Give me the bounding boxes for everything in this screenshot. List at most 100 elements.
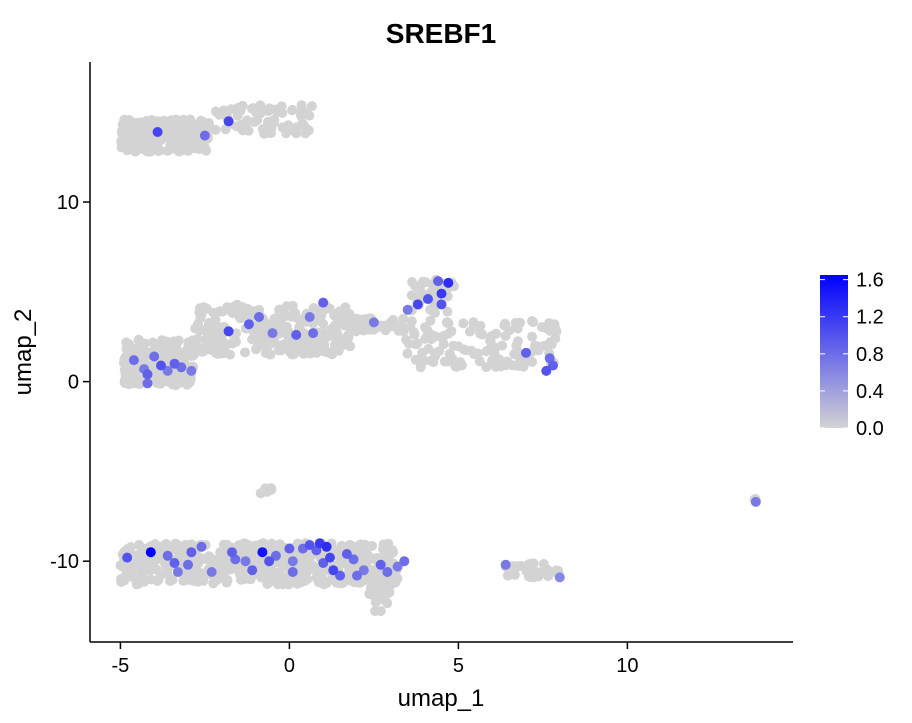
cell-point <box>142 369 153 380</box>
background-cell-point <box>277 562 288 573</box>
background-cell-point <box>473 348 484 359</box>
background-cell-point <box>186 351 197 361</box>
background-cell-point <box>365 582 376 593</box>
background-cell-point <box>504 325 515 336</box>
background-cell-point <box>513 361 524 371</box>
background-cell-point <box>406 316 417 327</box>
cell-point <box>223 116 234 127</box>
background-cell-point <box>513 336 523 347</box>
cell-point <box>318 558 329 568</box>
background-cell-point <box>354 545 365 556</box>
background-cell-point <box>256 572 267 583</box>
cell-point <box>436 299 447 310</box>
background-cell-point <box>154 145 165 156</box>
cell-point <box>186 547 197 558</box>
background-cell-point <box>256 557 267 568</box>
background-cell-point <box>180 125 191 136</box>
background-cell-point <box>206 324 217 335</box>
background-cell-point <box>262 485 273 496</box>
cell-point <box>358 565 369 576</box>
background-cell-point <box>420 277 431 288</box>
background-cell-point <box>446 326 457 337</box>
background-cell-point <box>319 338 329 349</box>
background-cell-point <box>509 569 520 580</box>
background-cell-point <box>330 323 341 334</box>
background-cell-point <box>276 101 287 112</box>
background-cell-point <box>456 360 467 371</box>
cell-point <box>284 543 295 554</box>
cell-point <box>287 567 298 577</box>
background-cell-point <box>139 144 150 155</box>
background-cell-point <box>329 339 340 350</box>
cell-point <box>122 552 133 563</box>
background-cell-point <box>192 333 203 344</box>
background-cell-point <box>306 101 317 112</box>
background-cell-point <box>247 334 258 345</box>
background-cell-point <box>231 328 242 339</box>
background-cell-point <box>195 325 206 336</box>
background-cell-point <box>119 575 130 586</box>
background-cell-point <box>133 577 144 588</box>
background-cell-point <box>264 336 275 347</box>
background-cell-point <box>231 336 241 347</box>
background-cell-point <box>519 561 530 572</box>
background-cell-point <box>511 561 522 572</box>
background-cell-point <box>475 328 486 339</box>
cell-point <box>145 547 156 558</box>
background-cell-point <box>133 334 144 345</box>
background-cell-point <box>302 574 313 584</box>
y-axis-label: umap_2 <box>10 309 37 396</box>
background-cell-point <box>538 559 549 569</box>
background-cell-point <box>178 575 189 586</box>
expressing-cells <box>122 116 761 583</box>
cell-point <box>287 556 298 567</box>
background-cell-point <box>318 327 328 338</box>
background-cell-point <box>162 145 173 156</box>
cell-point <box>196 541 207 552</box>
y-tick-label: 10 <box>57 192 79 214</box>
background-cell-point <box>406 290 417 301</box>
y-tick-label: -10 <box>50 551 79 573</box>
x-tick-label: -5 <box>112 655 130 677</box>
background-cell-point <box>458 344 469 355</box>
background-cell-point <box>410 354 421 365</box>
background-cells <box>115 100 761 617</box>
background-cell-point <box>277 122 288 133</box>
background-cell-point <box>278 579 288 590</box>
background-cell-point <box>210 314 221 325</box>
cell-point <box>500 559 511 570</box>
background-cell-point <box>120 139 131 150</box>
cell-point <box>162 365 173 376</box>
cell-point <box>186 365 197 376</box>
cell-point <box>142 378 153 389</box>
background-cell-point <box>277 327 288 338</box>
background-cell-point <box>220 575 231 586</box>
cell-point <box>169 558 180 568</box>
legend-tick-label: 1.6 <box>856 270 884 292</box>
cell-point <box>206 567 217 577</box>
background-cell-point <box>318 579 329 590</box>
cell-point <box>541 365 552 376</box>
cell-point <box>521 347 531 358</box>
background-cell-point <box>274 539 285 550</box>
background-cell-point <box>430 307 440 318</box>
background-cell-point <box>180 143 191 154</box>
background-cell-point <box>551 326 562 337</box>
cell-point <box>223 326 234 337</box>
background-cell-point <box>245 311 256 322</box>
background-cell-point <box>204 120 215 130</box>
cell-point <box>199 130 210 141</box>
background-cell-point <box>494 354 505 365</box>
legend-tick-label: 0.0 <box>856 418 884 440</box>
background-cell-point <box>386 321 397 332</box>
cell-point <box>227 547 237 558</box>
background-cell-point <box>345 341 356 352</box>
cell-point <box>308 328 319 339</box>
background-cell-point <box>252 115 263 125</box>
background-cell-point <box>398 313 409 324</box>
cell-point <box>267 328 278 339</box>
cell-point <box>335 570 346 581</box>
background-cell-point <box>237 569 248 580</box>
background-cell-point <box>214 109 225 120</box>
